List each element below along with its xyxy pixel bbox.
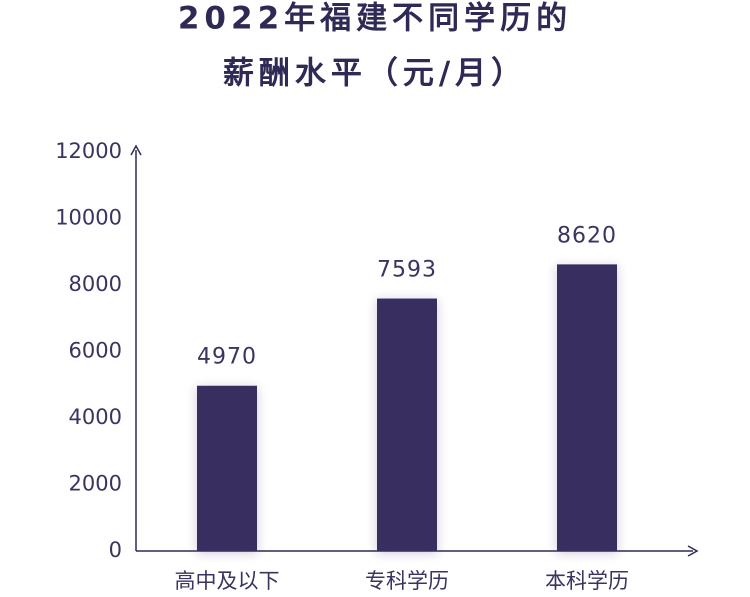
bar [377, 298, 437, 551]
x-tick-label: 专科学历 [365, 569, 449, 593]
y-tick-label: 0 [109, 538, 122, 562]
bar [557, 264, 617, 551]
x-tick-label: 高中及以下 [175, 569, 280, 593]
bar [197, 385, 257, 551]
y-tick-label: 10000 [55, 206, 122, 230]
y-tick-label: 12000 [55, 139, 122, 163]
y-tick-label: 6000 [69, 339, 122, 363]
y-tick-label: 8000 [69, 272, 122, 296]
y-axis [130, 144, 142, 551]
chart-title: 薪酬水平（元/月） [223, 56, 527, 92]
chart-title: 2022年福建不同学历的 [178, 1, 572, 37]
x-tick-label: 本科学历 [545, 569, 629, 593]
y-tick-label: 2000 [69, 472, 122, 496]
value-label: 8620 [557, 223, 617, 248]
value-label: 7593 [377, 258, 437, 283]
y-tick-label: 4000 [69, 405, 122, 429]
value-label: 4970 [197, 345, 257, 370]
